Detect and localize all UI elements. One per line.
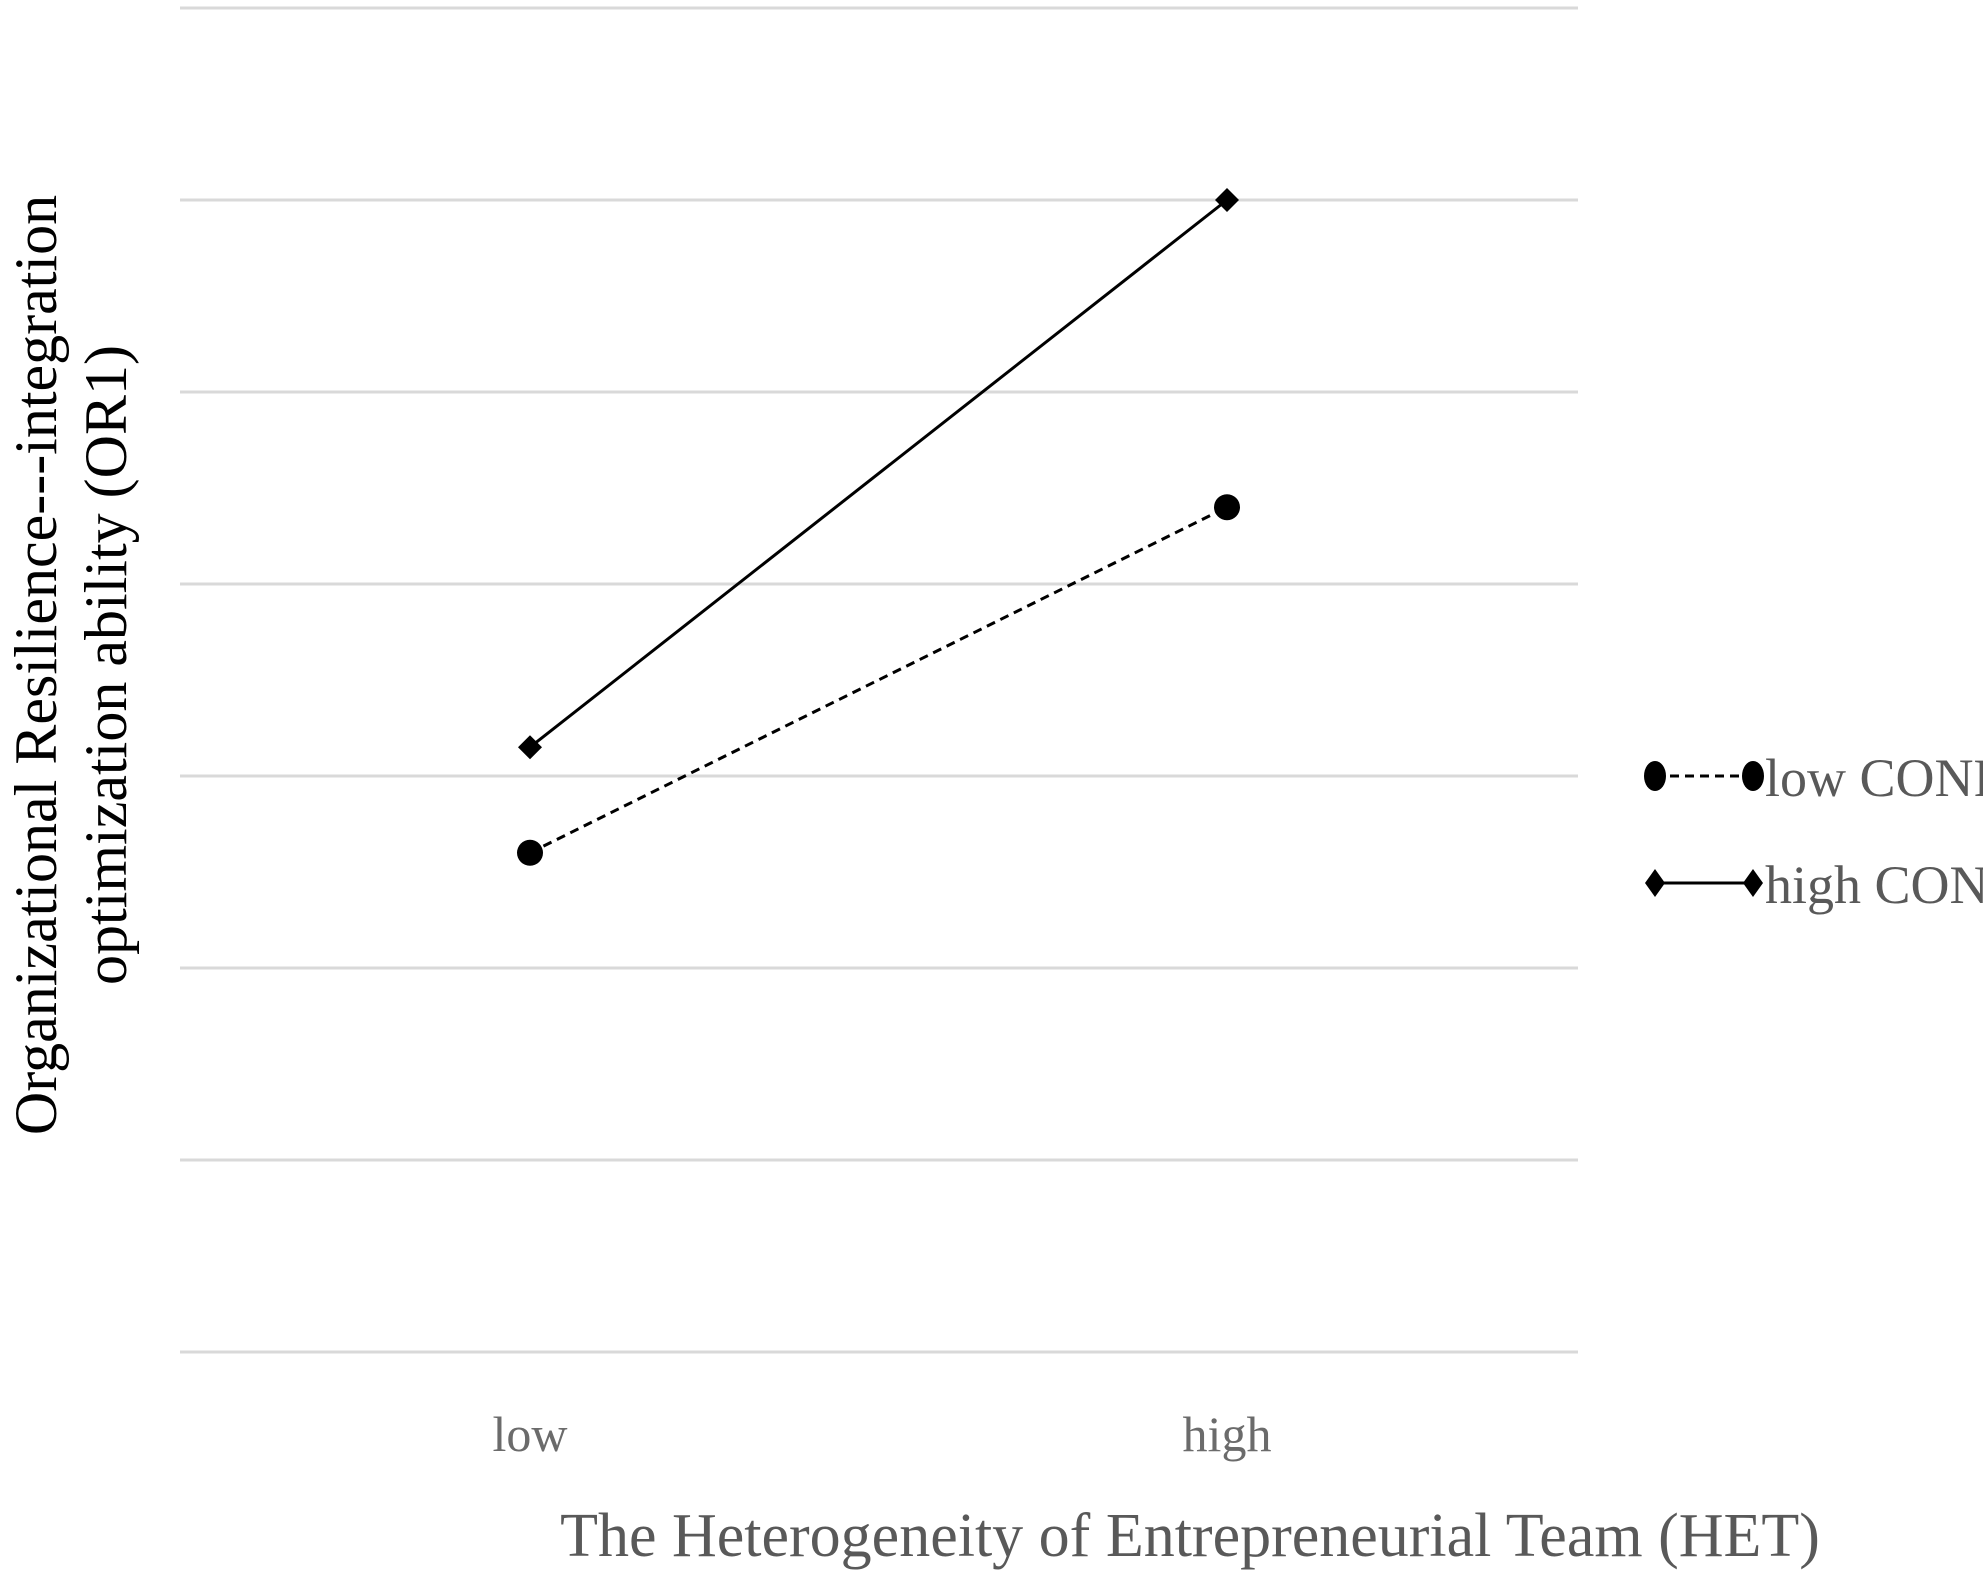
x-tick-label-low: low bbox=[493, 1406, 568, 1462]
gridlines bbox=[180, 6, 1578, 1354]
series-high-conf bbox=[518, 188, 1239, 760]
legend-item-high-conf: high CONF bbox=[1645, 855, 1983, 915]
legend-marker-start-high-conf bbox=[1645, 869, 1665, 897]
legend-marker-end-high-conf bbox=[1743, 869, 1763, 897]
data-point-low-conf-low bbox=[517, 839, 543, 866]
x-tick-label-high: high bbox=[1183, 1406, 1272, 1462]
x-axis-title: The Heterogeneity of Entrepreneurial Tea… bbox=[560, 1502, 1820, 1570]
data-point-low-conf-high bbox=[1214, 494, 1240, 521]
series-line-high-conf bbox=[529, 198, 1228, 749]
data-point-high-conf-high bbox=[1215, 188, 1239, 212]
y-axis-title-line-1: Organizational Resilience---integration bbox=[3, 195, 69, 1135]
legend: low CONF high CONF bbox=[1644, 748, 1983, 915]
y-axis-title-line-2: optimization ability (OR1) bbox=[73, 345, 139, 985]
legend-marker-start-low-conf bbox=[1644, 761, 1666, 791]
legend-item-low-conf: low CONF bbox=[1644, 748, 1983, 808]
series-line-low-conf bbox=[529, 505, 1228, 855]
data-point-high-conf-low bbox=[518, 735, 542, 760]
legend-label-low-conf: low CONF bbox=[1765, 748, 1983, 808]
series-low-conf bbox=[517, 494, 1240, 866]
legend-label-high-conf: high CONF bbox=[1765, 855, 1983, 915]
legend-marker-end-low-conf bbox=[1742, 761, 1764, 791]
y-axis-title: Organizational Resilience---integration … bbox=[3, 195, 139, 1135]
